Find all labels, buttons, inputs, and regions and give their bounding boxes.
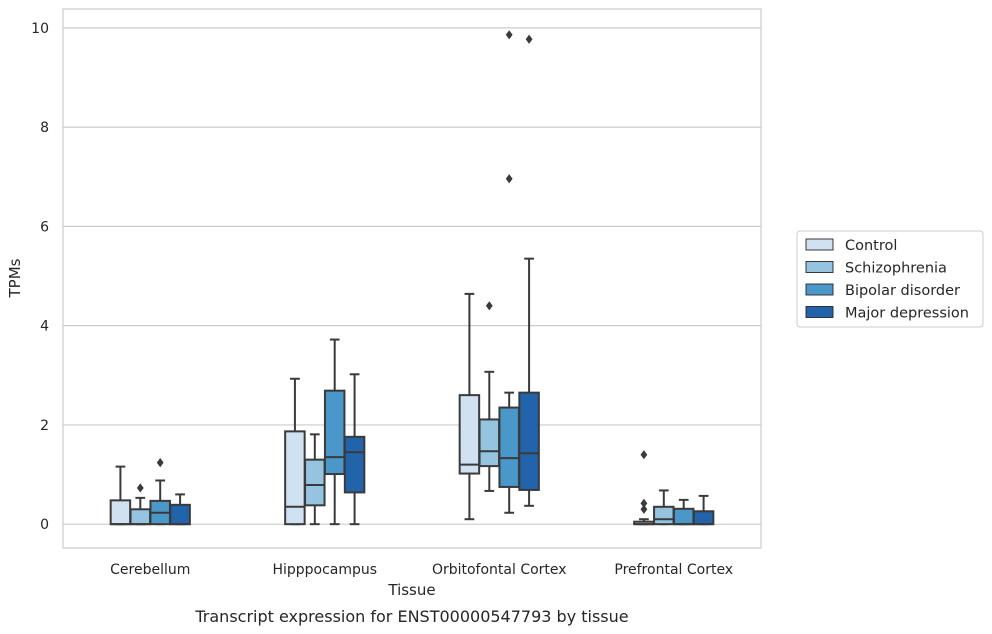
- legend-swatch: [805, 306, 834, 318]
- x-tick-label: Hipppocampus: [272, 562, 377, 578]
- box-iqr: [458, 394, 481, 475]
- y-tick-labels: 0 2 4 6 8 10: [31, 21, 49, 533]
- box-major-depression: [169, 493, 191, 526]
- x-tick-label: Cerebellum: [110, 562, 190, 578]
- outlier-point: [640, 450, 648, 460]
- outlier-point: [505, 30, 513, 40]
- legend-swatch: [805, 283, 834, 296]
- box-schizophrenia: [304, 433, 326, 526]
- box-bipolar-disorder: [323, 338, 346, 526]
- legend: Control Schizophrenia Bipolar disorder Majo…: [796, 230, 984, 328]
- y-axis-label: TPMs: [6, 258, 24, 298]
- box-major-depression: [343, 373, 366, 526]
- x-tick-label: Prefrontal Cortex: [614, 562, 733, 578]
- y-tick-label: 10: [31, 21, 49, 37]
- box-schizophrenia: [129, 483, 152, 526]
- plot-area: [63, 9, 761, 548]
- box-iqr: [478, 418, 501, 468]
- box-bipolar-disorder: [149, 458, 171, 526]
- box-iqr: [518, 391, 540, 491]
- outlier-point: [525, 34, 533, 44]
- box-iqr: [343, 435, 366, 494]
- box-major-depression: [518, 34, 540, 507]
- y-tick-label: 6: [40, 219, 49, 235]
- x-tick-label: Orbitofontal Cortex: [432, 562, 567, 578]
- x-tick-labels: Cerebellum Hipppocampus Orbitofontal Corte…: [110, 562, 733, 578]
- y-tick-label: 0: [40, 517, 49, 533]
- legend-label: Control: [845, 238, 897, 254]
- legend-frame: [796, 230, 984, 328]
- legend-label: Schizophrenia: [845, 261, 947, 277]
- box-iqr: [672, 507, 695, 526]
- box-iqr: [129, 508, 152, 526]
- box-iqr: [169, 503, 191, 526]
- boxes: [109, 30, 715, 526]
- y-tick-label: 4: [40, 319, 49, 335]
- box-schizophrenia: [653, 489, 675, 526]
- outlier-point: [485, 301, 493, 311]
- legend-label: Major depression: [845, 306, 969, 322]
- box-control: [284, 377, 306, 526]
- legend-swatch: [805, 261, 834, 273]
- box-iqr: [498, 406, 520, 488]
- chart-caption: Transcript expression for ENST0000054779…: [194, 607, 628, 626]
- y-tick-label: 8: [40, 120, 49, 136]
- outlier-point: [640, 504, 648, 514]
- box-iqr: [692, 510, 715, 526]
- legend-label: Bipolar disorder: [845, 283, 960, 299]
- outlier-point: [505, 174, 513, 184]
- outlier-point: [640, 498, 648, 508]
- legend-swatch: [805, 238, 834, 251]
- y-tick-label: 2: [40, 418, 49, 434]
- box-iqr: [284, 430, 306, 526]
- box-iqr: [304, 458, 326, 507]
- box-schizophrenia: [478, 301, 501, 492]
- plot-frame: [62, 8, 762, 549]
- box-iqr: [109, 499, 132, 526]
- box-iqr: [653, 505, 675, 526]
- outlier-point: [156, 458, 164, 468]
- x-axis-label: Tissue: [387, 581, 435, 599]
- box-major-depression: [692, 494, 715, 526]
- box-iqr: [323, 389, 346, 476]
- outlier-point: [136, 483, 144, 493]
